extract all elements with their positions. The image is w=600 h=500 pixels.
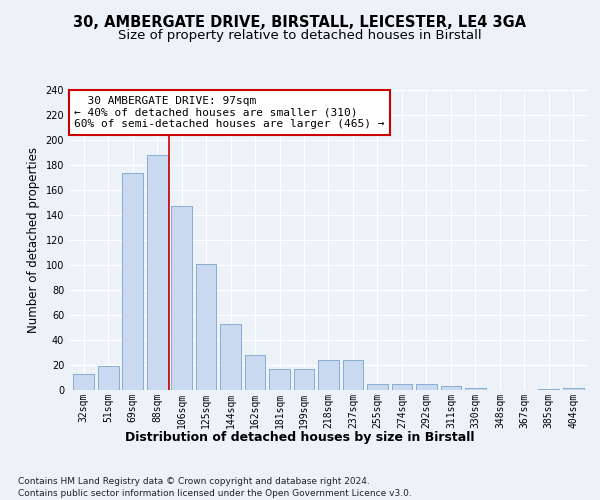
- Bar: [440, 386, 461, 390]
- Bar: [538, 389, 559, 390]
- Text: 30 AMBERGATE DRIVE: 97sqm
← 40% of detached houses are smaller (310)
60% of semi: 30 AMBERGATE DRIVE: 97sqm ← 40% of detac…: [74, 96, 385, 129]
- Bar: [245, 355, 265, 390]
- Bar: [269, 369, 290, 390]
- Bar: [122, 172, 143, 390]
- Bar: [196, 264, 217, 390]
- Bar: [98, 366, 119, 390]
- Bar: [73, 374, 94, 390]
- Bar: [171, 206, 192, 390]
- Text: Distribution of detached houses by size in Birstall: Distribution of detached houses by size …: [125, 431, 475, 444]
- Bar: [318, 360, 339, 390]
- Bar: [465, 388, 486, 390]
- Bar: [220, 324, 241, 390]
- Text: 30, AMBERGATE DRIVE, BIRSTALL, LEICESTER, LE4 3GA: 30, AMBERGATE DRIVE, BIRSTALL, LEICESTER…: [73, 15, 527, 30]
- Bar: [392, 384, 412, 390]
- Bar: [563, 388, 584, 390]
- Bar: [147, 155, 167, 390]
- Text: Contains HM Land Registry data © Crown copyright and database right 2024.
Contai: Contains HM Land Registry data © Crown c…: [18, 476, 412, 498]
- Bar: [416, 384, 437, 390]
- Bar: [343, 360, 364, 390]
- Text: Size of property relative to detached houses in Birstall: Size of property relative to detached ho…: [118, 28, 482, 42]
- Bar: [293, 369, 314, 390]
- Y-axis label: Number of detached properties: Number of detached properties: [27, 147, 40, 333]
- Bar: [367, 384, 388, 390]
